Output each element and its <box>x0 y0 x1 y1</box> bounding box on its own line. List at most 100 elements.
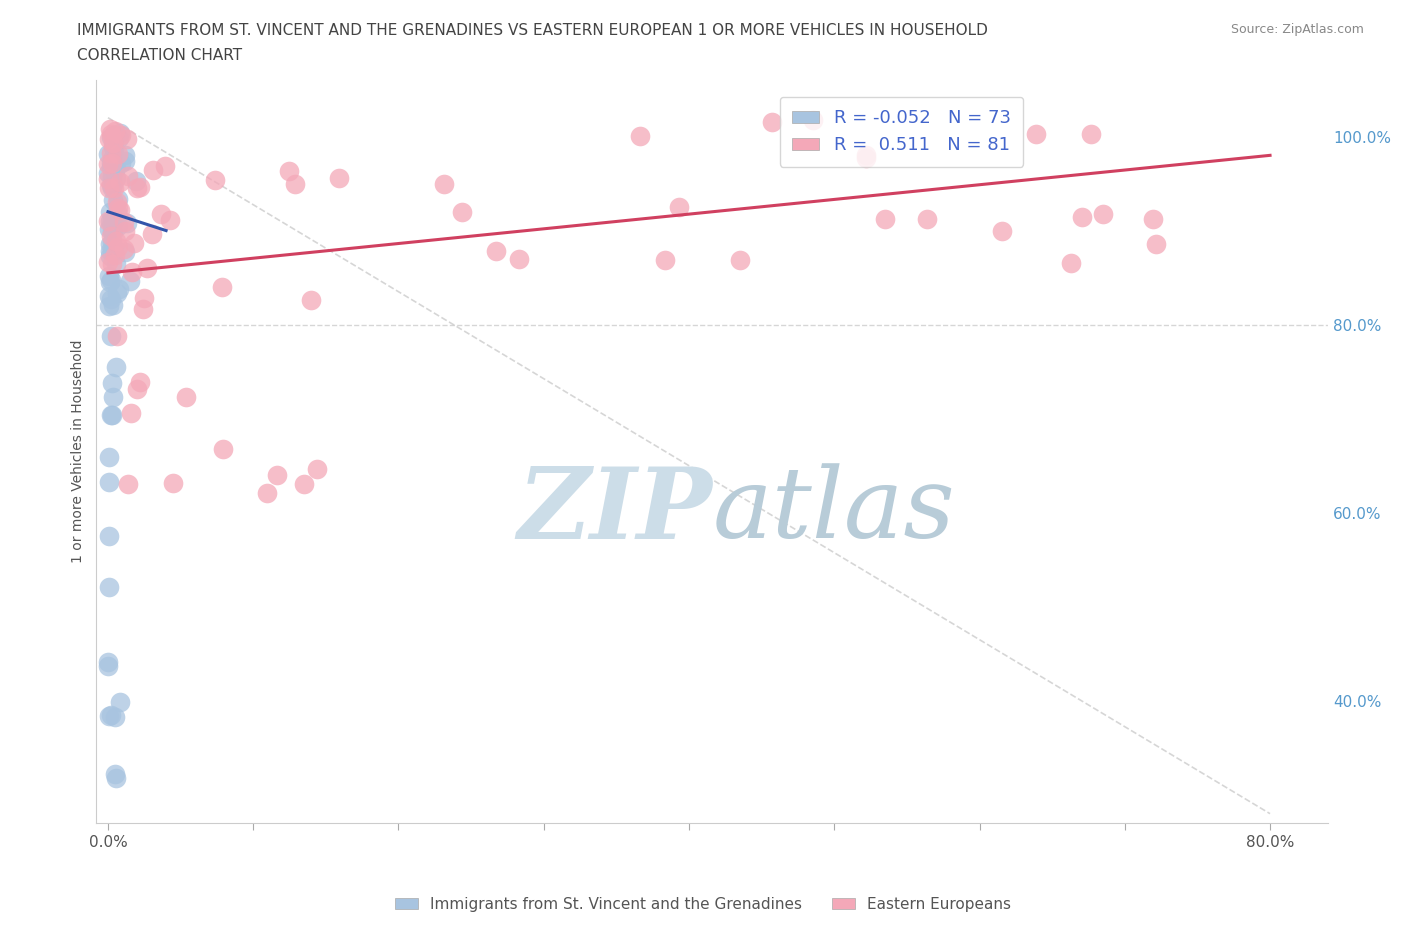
Point <box>104 710 127 724</box>
Point <box>100 214 122 229</box>
Point <box>485 244 508 259</box>
Point <box>125 174 148 189</box>
Point <box>127 381 149 396</box>
Point <box>107 201 129 216</box>
Point <box>100 159 122 174</box>
Point <box>101 140 124 154</box>
Text: Source: ZipAtlas.com: Source: ZipAtlas.com <box>1230 23 1364 36</box>
Point <box>211 280 233 295</box>
Point <box>654 252 676 267</box>
Point <box>98 449 121 464</box>
Legend: R = -0.052   N = 73, R =  0.511   N = 81: R = -0.052 N = 73, R = 0.511 N = 81 <box>780 97 1024 166</box>
Point <box>132 290 155 305</box>
Point <box>100 156 122 171</box>
Point <box>117 216 139 231</box>
Point <box>108 126 131 140</box>
Point <box>141 227 163 242</box>
Point <box>108 175 131 190</box>
Point <box>873 211 896 226</box>
Point <box>98 122 121 137</box>
Point <box>100 126 122 141</box>
Point <box>100 272 122 287</box>
Point <box>277 164 299 179</box>
Point <box>117 169 139 184</box>
Point <box>1142 211 1164 226</box>
Point <box>98 243 121 258</box>
Point <box>97 171 120 186</box>
Point <box>98 269 121 284</box>
Point <box>101 375 124 390</box>
Point <box>100 257 122 272</box>
Point <box>100 329 122 344</box>
Point <box>114 224 136 239</box>
Text: CORRELATION CHART: CORRELATION CHART <box>77 48 242 63</box>
Point <box>117 476 139 491</box>
Point <box>97 157 120 172</box>
Text: IMMIGRANTS FROM ST. VINCENT AND THE GRENADINES VS EASTERN EUROPEAN 1 OR MORE VEH: IMMIGRANTS FROM ST. VINCENT AND THE GREN… <box>77 23 988 38</box>
Point <box>100 178 122 193</box>
Point <box>266 468 288 483</box>
Point <box>1144 236 1167 251</box>
Point <box>105 205 128 219</box>
Point <box>129 375 152 390</box>
Point <box>98 474 121 489</box>
Point <box>101 168 124 183</box>
Point <box>100 129 122 144</box>
Point <box>98 222 121 237</box>
Point <box>212 442 235 457</box>
Point <box>991 224 1014 239</box>
Point <box>97 709 120 724</box>
Point <box>114 153 136 168</box>
Point <box>98 249 121 264</box>
Point <box>801 113 824 127</box>
Point <box>98 275 121 290</box>
Point <box>915 211 938 226</box>
Point <box>101 177 124 192</box>
Point <box>112 242 135 257</box>
Point <box>728 253 751 268</box>
Point <box>508 252 530 267</box>
Point <box>107 130 129 145</box>
Point <box>162 475 184 490</box>
Point <box>855 151 877 166</box>
Point <box>120 405 142 420</box>
Point <box>114 148 136 163</box>
Point <box>104 211 127 226</box>
Point <box>117 131 139 146</box>
Point <box>103 241 125 256</box>
Point <box>118 274 141 289</box>
Point <box>100 407 122 422</box>
Point <box>97 213 120 228</box>
Point <box>110 155 132 170</box>
Point <box>101 213 124 228</box>
Point <box>142 163 165 178</box>
Point <box>97 254 120 269</box>
Legend: Immigrants from St. Vincent and the Grenadines, Eastern Europeans: Immigrants from St. Vincent and the Gren… <box>388 891 1018 918</box>
Point <box>103 142 125 157</box>
Point <box>105 328 128 343</box>
Y-axis label: 1 or more Vehicles in Household: 1 or more Vehicles in Household <box>72 339 86 564</box>
Point <box>108 203 131 218</box>
Point <box>103 297 125 312</box>
Point <box>97 299 120 313</box>
Point <box>101 152 124 166</box>
Point <box>668 200 690 215</box>
Point <box>98 132 121 147</box>
Point <box>433 176 456 191</box>
Point <box>104 360 127 375</box>
Point <box>105 160 128 175</box>
Point <box>97 166 120 180</box>
Point <box>112 215 135 230</box>
Point <box>105 286 128 301</box>
Point <box>149 206 172 221</box>
Point <box>104 766 127 781</box>
Point <box>328 171 350 186</box>
Point <box>97 147 120 162</box>
Point <box>103 224 125 239</box>
Point <box>256 485 278 500</box>
Point <box>110 127 132 142</box>
Point <box>105 257 128 272</box>
Point <box>153 158 176 173</box>
Point <box>125 180 148 195</box>
Point <box>451 205 474 219</box>
